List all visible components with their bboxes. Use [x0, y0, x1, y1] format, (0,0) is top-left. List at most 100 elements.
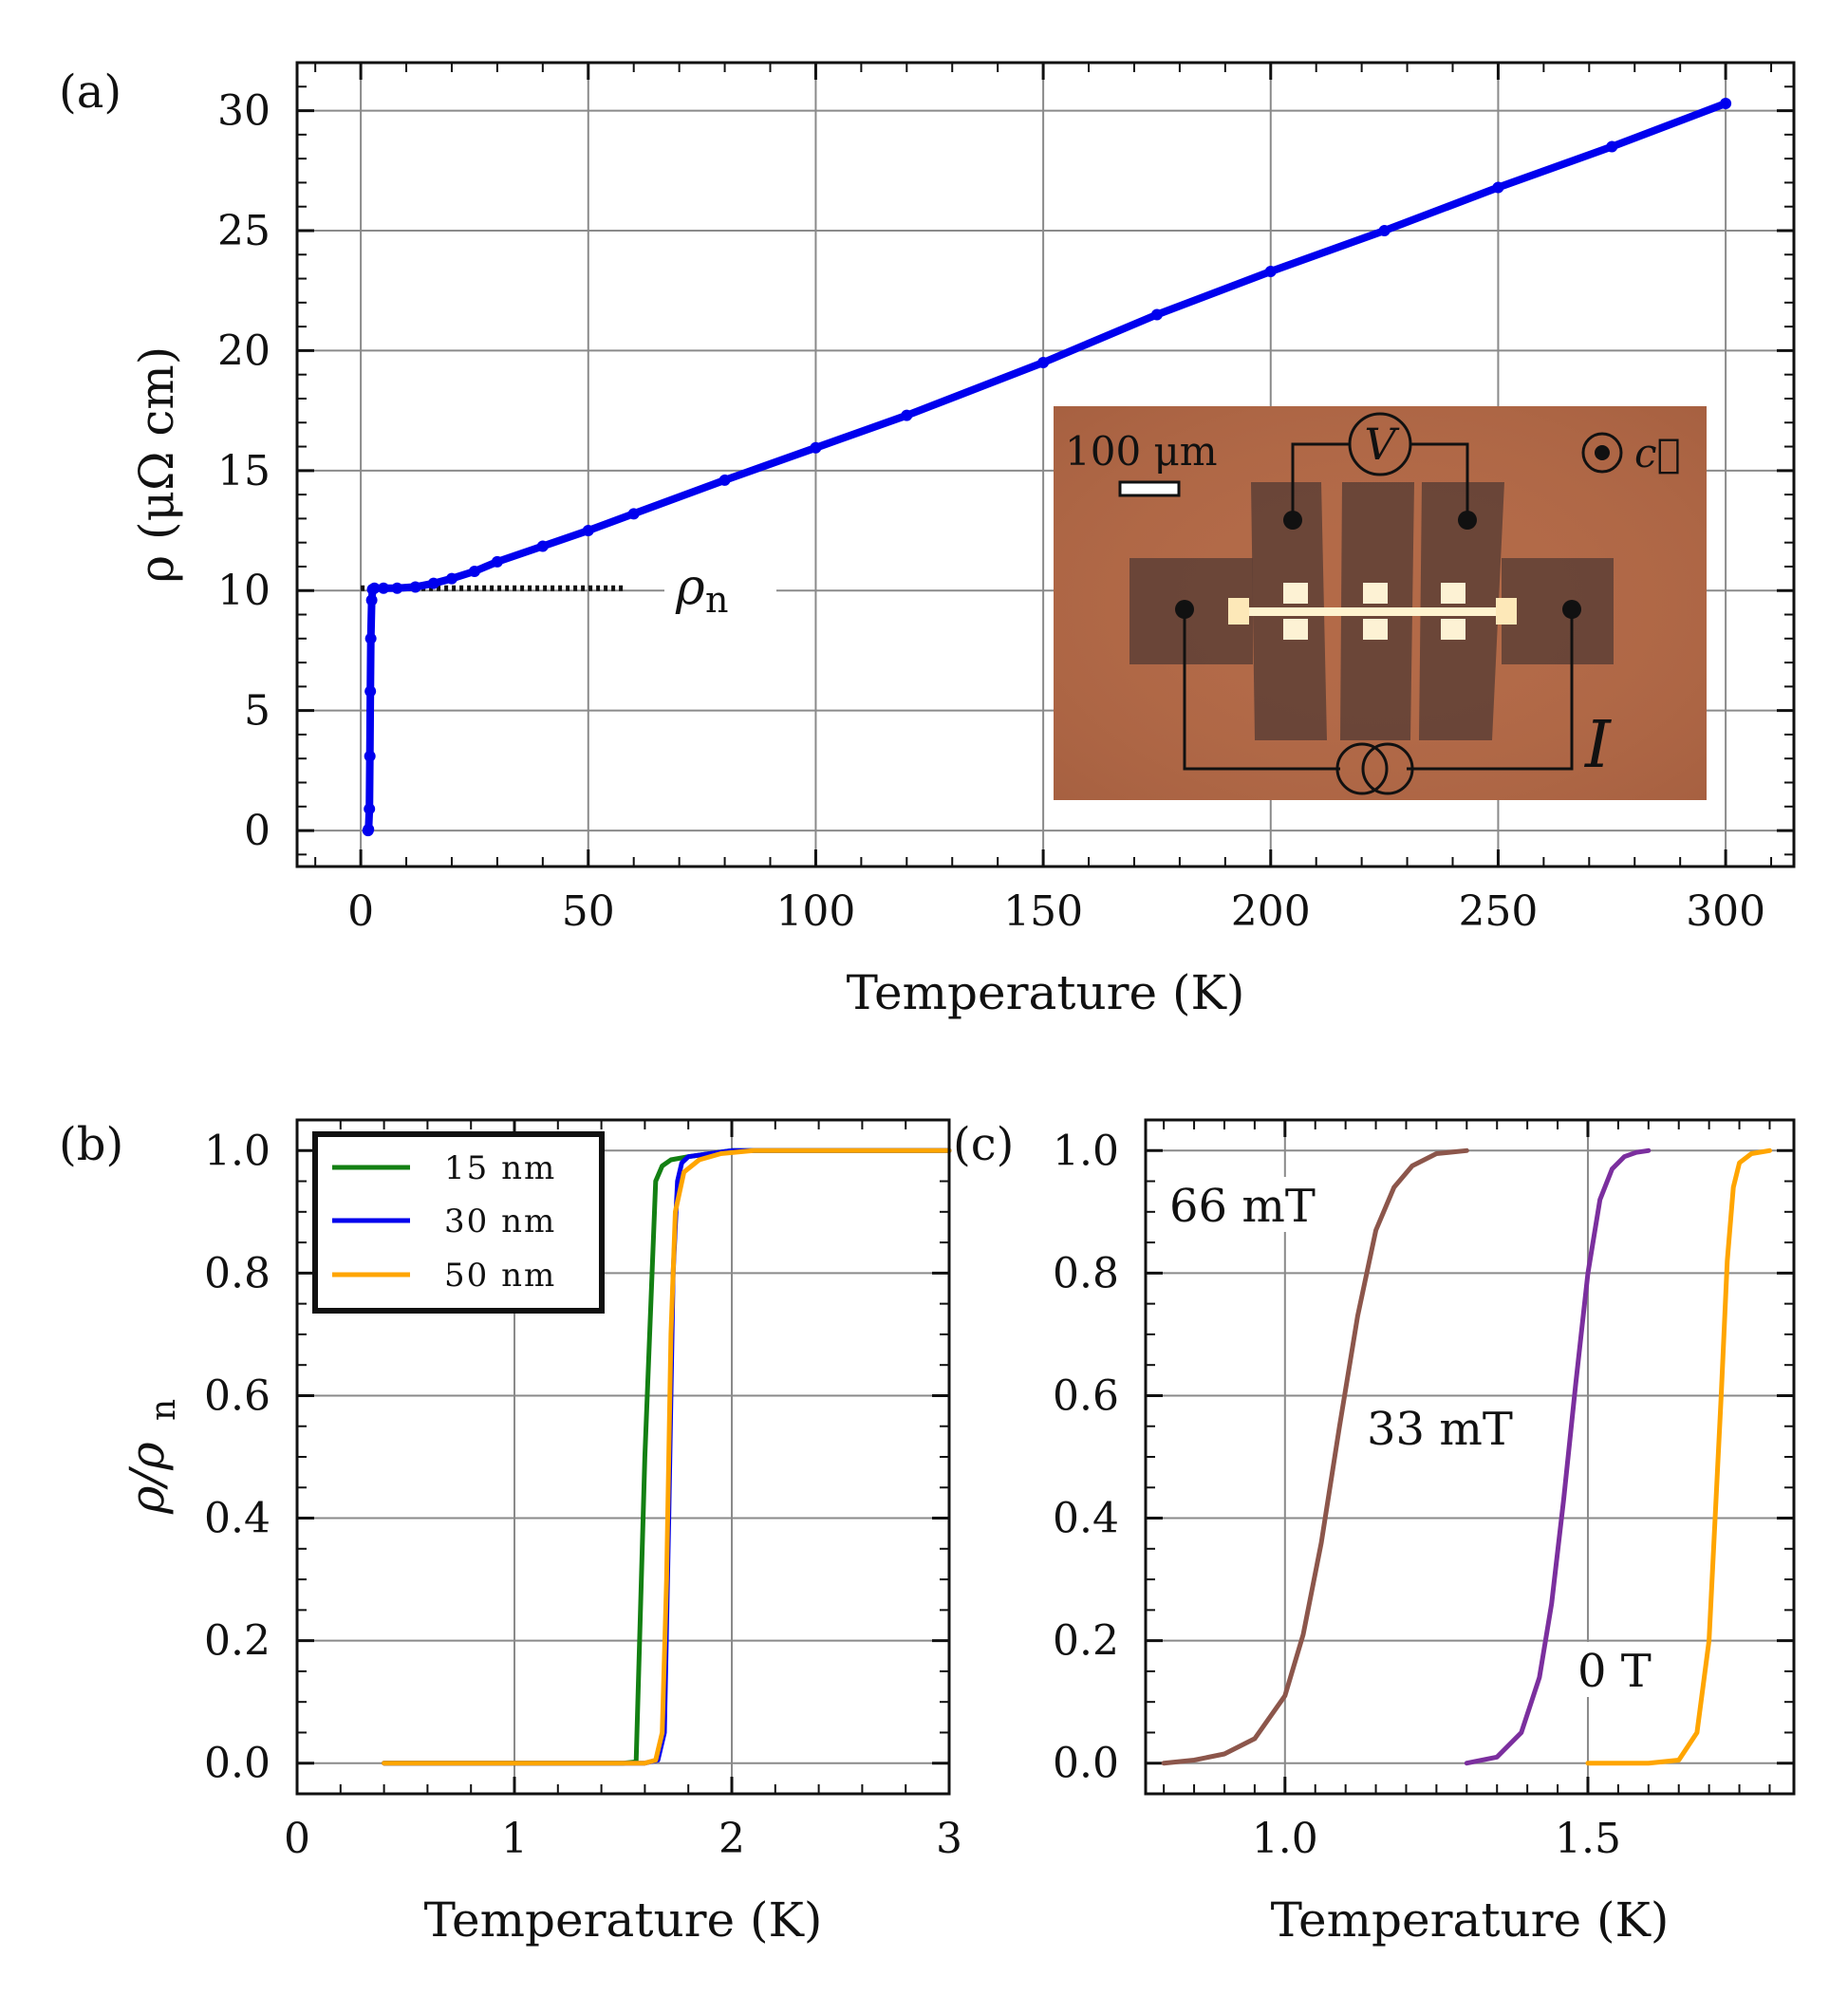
data-point — [364, 685, 377, 698]
panel-b-label: (b) — [59, 1118, 123, 1171]
panel-b-y-axis-label-subscript: n — [144, 1399, 183, 1421]
panel-c-series — [1161, 1147, 1772, 1766]
series-label-33mT-background — [1359, 1400, 1536, 1455]
current-symbol: I — [1583, 708, 1612, 783]
y-tick-label: 25 — [217, 207, 271, 255]
panel-a-grid — [297, 63, 1794, 867]
series-label-0T-background — [1574, 1642, 1672, 1697]
y-tick-label: 15 — [217, 447, 271, 495]
voltage-circuit — [1291, 412, 1469, 520]
series-line-33-mt — [1464, 1147, 1652, 1766]
data-point — [363, 823, 375, 835]
data-point — [364, 632, 377, 644]
panel-a-frame — [295, 61, 1796, 868]
data-point — [1492, 181, 1504, 194]
c-axis-dot-icon — [1595, 445, 1610, 460]
data-point — [1264, 265, 1277, 277]
x-tick-label: 0 — [284, 1815, 310, 1863]
c-axis-out-of-plane-icon — [1581, 432, 1623, 474]
panel-c-label: (c) — [953, 1118, 1014, 1171]
y-tick-label: 0.4 — [1053, 1495, 1119, 1543]
panel-a-y-axis-label: ρ (μΩ cm) — [129, 346, 184, 584]
y-tick-label: 0.8 — [1053, 1249, 1119, 1297]
panel-b-frame — [295, 1118, 951, 1796]
panel-c-ticks — [1146, 1119, 1794, 1795]
panel-a-x-axis-label: Temperature (K) — [847, 965, 1245, 1020]
data-point — [391, 582, 403, 594]
y-tick-label: 1.0 — [204, 1127, 271, 1175]
data-point — [409, 581, 421, 593]
panel-b-series — [382, 1147, 952, 1766]
series-line-0-t — [1585, 1147, 1772, 1766]
panel-b-legend: 15 nm 30 nm 50 nm — [312, 1131, 605, 1314]
voltage-contact-right — [1458, 511, 1477, 530]
y-tick-label: 0.2 — [204, 1617, 271, 1666]
y-tick-label: 0.4 — [204, 1495, 271, 1543]
rho-n-label: ρ n — [664, 559, 776, 621]
panel-c-x-axis-label: Temperature (K) — [1271, 1893, 1670, 1948]
panel-b: (b) 0 1 2 3 0.0 0.2 0.4 0.6 0.8 1.0 15 nm 30 nm 5… — [59, 1118, 962, 1948]
contact-pad-right — [1502, 558, 1614, 664]
voltage-contact-left — [1283, 511, 1302, 530]
series-label-0T: 0 T — [1577, 1645, 1652, 1698]
y-tick-label: 10 — [217, 567, 271, 615]
data-point — [582, 525, 594, 537]
panel-b-x-axis-label: Temperature (K) — [424, 1893, 823, 1948]
data-point — [536, 540, 549, 552]
y-tick-label: 30 — [217, 87, 271, 136]
scale-bar-label: 100 μm — [1065, 428, 1218, 475]
series-label-66mT: 66 mT — [1169, 1180, 1316, 1233]
current-contact-left — [1175, 600, 1194, 619]
panel-a-label: (a) — [59, 65, 121, 119]
data-point — [378, 582, 390, 594]
legend-label-50nm: 50 nm — [444, 1257, 556, 1295]
x-tick-label: 50 — [562, 887, 615, 936]
data-point — [901, 409, 913, 421]
data-point — [445, 572, 457, 585]
y-tick-label: 0.6 — [1053, 1371, 1119, 1420]
y-tick-label: 20 — [217, 326, 271, 375]
panel-a-ticks — [297, 62, 1794, 867]
current-circuit — [1183, 609, 1574, 795]
y-tick-label: 0 — [244, 807, 271, 855]
panel-b-y-axis-label-main: ρ/ρ — [120, 1442, 175, 1515]
data-point — [1720, 97, 1732, 109]
x-tick-label: 3 — [936, 1815, 962, 1863]
y-tick-label: 5 — [244, 687, 271, 736]
sample-flake — [1228, 583, 1517, 640]
panel-a-series — [362, 97, 1732, 837]
rho-n-label-symbol: ρ — [675, 559, 705, 616]
series-line-50-nm — [382, 1147, 952, 1766]
panel-b-y-axis-label: ρ/ρ n — [120, 1399, 183, 1515]
y-tick-label: 0.6 — [204, 1371, 271, 1420]
panel-a: (a) 0 50 100 150 200 250 300 0 5 10 15 20 25 30 ρ n — [59, 61, 1796, 1020]
data-point — [427, 577, 439, 589]
data-point — [1150, 308, 1163, 321]
data-point — [627, 508, 640, 520]
rho-n-label-subscript: n — [705, 579, 728, 621]
x-tick-label: 2 — [719, 1815, 745, 1863]
c-axis-label: c⃗ — [1634, 430, 1681, 476]
panel-b-tick-labels: 0 1 2 3 0.0 0.2 0.4 0.6 0.8 1.0 — [204, 1127, 962, 1863]
x-tick-label: 250 — [1458, 887, 1538, 936]
device-micrograph-inset: 100 μm V I c⃗ — [1054, 406, 1707, 800]
y-tick-label: 0.0 — [204, 1740, 271, 1788]
x-tick-label: 300 — [1686, 887, 1765, 936]
y-tick-label: 0.8 — [204, 1249, 271, 1297]
series-label-33mT: 33 mT — [1367, 1403, 1513, 1456]
x-tick-label: 1 — [501, 1815, 528, 1863]
data-point — [364, 803, 376, 815]
panel-c: (c) 1.0 1.5 0.0 0.2 0.4 0.6 0.8 1.0 66 mT 33 mT… — [953, 1118, 1796, 1948]
panel-a-tick-labels: 0 50 100 150 200 250 300 0 5 10 15 20 25 30 — [217, 87, 1765, 936]
series-label-66mT-background — [1163, 1177, 1339, 1232]
voltmeter-symbol: V — [1364, 419, 1400, 470]
x-tick-label: 0 — [347, 887, 374, 936]
scale-bar — [1118, 480, 1181, 497]
x-tick-label: 200 — [1231, 887, 1311, 936]
x-tick-label: 150 — [1003, 887, 1083, 936]
data-point — [364, 750, 376, 762]
data-point — [368, 582, 381, 594]
data-point — [468, 566, 480, 578]
data-point — [719, 474, 731, 486]
panel-c-frame — [1144, 1118, 1796, 1796]
